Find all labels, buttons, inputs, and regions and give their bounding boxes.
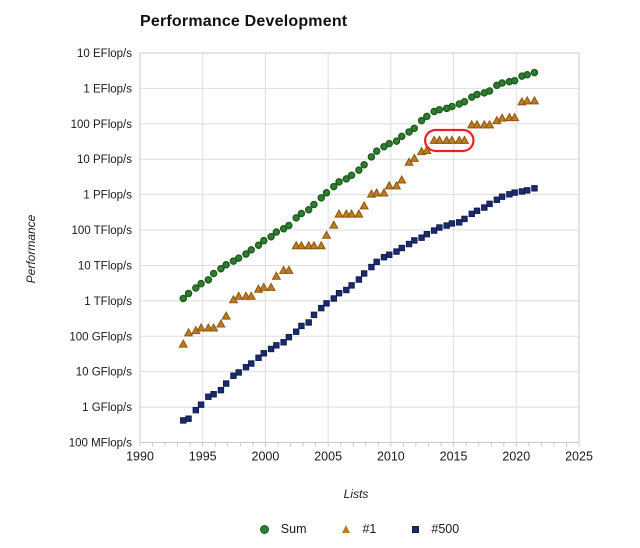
legend-item-sum: Sum bbox=[259, 522, 307, 536]
svg-text:1 PFlop/s: 1 PFlop/s bbox=[83, 190, 132, 202]
legend-label-number500: #500 bbox=[431, 522, 460, 536]
plot-border bbox=[139, 52, 580, 443]
x-tick-labels: 1990 1995 2000 2005 2010 2015 2020 2025 bbox=[126, 450, 593, 464]
legend-item-number1: #1 bbox=[342, 522, 376, 536]
series-rank500 bbox=[180, 185, 538, 424]
legend-label-number1: #1 bbox=[362, 522, 377, 536]
legend-item-number500: #500 bbox=[412, 522, 459, 536]
svg-text:100 TFlop/s: 100 TFlop/s bbox=[71, 225, 132, 237]
svg-text:2025: 2025 bbox=[565, 450, 593, 464]
svg-text:100 GFlop/s: 100 GFlop/s bbox=[69, 331, 132, 343]
svg-text:100 PFlop/s: 100 PFlop/s bbox=[71, 119, 133, 131]
chart-legend: Sum #1 #500 bbox=[140, 521, 579, 537]
svg-text:2010: 2010 bbox=[377, 450, 405, 464]
svg-text:1995: 1995 bbox=[189, 450, 217, 464]
svg-text:1 GFlop/s: 1 GFlop/s bbox=[82, 402, 132, 414]
legend-label-sum: Sum bbox=[280, 522, 307, 536]
number500-square-icon bbox=[412, 525, 420, 533]
svg-text:1 TFlop/s: 1 TFlop/s bbox=[84, 296, 132, 308]
svg-text:10 TFlop/s: 10 TFlop/s bbox=[78, 260, 132, 272]
x-axis-title: Lists bbox=[343, 487, 369, 501]
svg-text:1 EFlop/s: 1 EFlop/s bbox=[83, 83, 132, 95]
series-rank1 bbox=[178, 95, 540, 348]
svg-text:10 EFlop/s: 10 EFlop/s bbox=[77, 48, 132, 60]
svg-text:2015: 2015 bbox=[440, 450, 468, 464]
number1-plateau-highlight bbox=[424, 128, 475, 153]
svg-text:1990: 1990 bbox=[126, 450, 154, 464]
x-minor-ticks bbox=[139, 442, 580, 447]
svg-text:10 PFlop/s: 10 PFlop/s bbox=[77, 154, 132, 166]
svg-text:2005: 2005 bbox=[314, 450, 342, 464]
sum-circle-icon bbox=[259, 524, 269, 534]
svg-text:100 MFlop/s: 100 MFlop/s bbox=[69, 438, 133, 450]
series-Sum bbox=[179, 68, 539, 303]
svg-text:10 GFlop/s: 10 GFlop/s bbox=[76, 367, 132, 379]
y-tick-labels: 10 EFlop/s 1 EFlop/s 100 PFlop/s 10 PFlop/s… bbox=[69, 48, 133, 450]
chart-title: Performance Development bbox=[140, 13, 348, 30]
svg-text:2020: 2020 bbox=[502, 450, 530, 464]
svg-text:2000: 2000 bbox=[252, 450, 280, 464]
gridlines bbox=[140, 53, 579, 443]
number1-triangle-icon bbox=[342, 525, 351, 533]
